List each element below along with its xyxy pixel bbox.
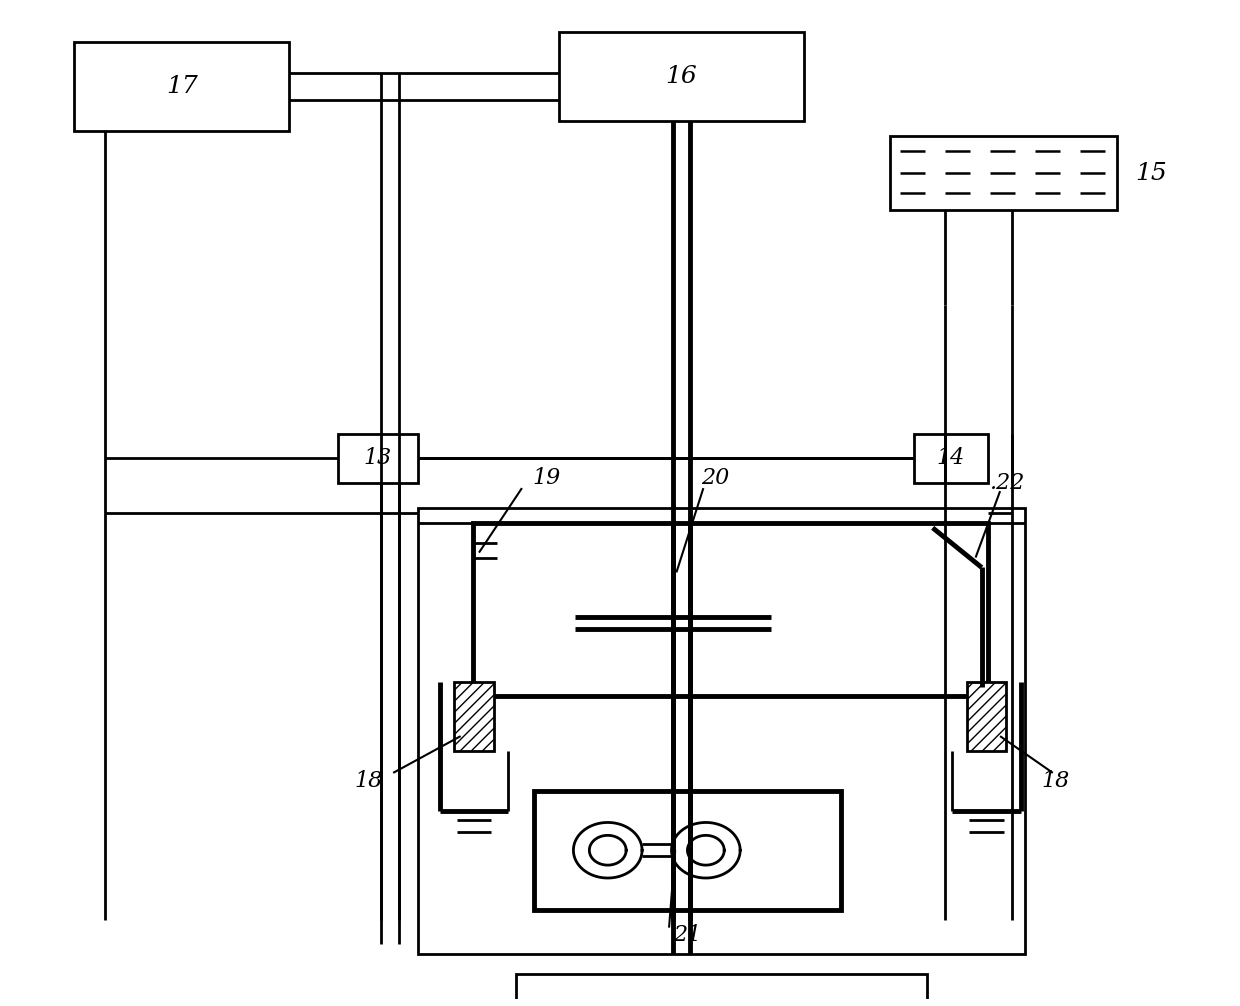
Text: 18: 18 bbox=[1042, 770, 1069, 792]
Bar bbox=[914, 434, 988, 483]
Bar bbox=[890, 136, 1116, 210]
Bar bbox=[74, 41, 289, 131]
Bar bbox=[418, 508, 1024, 955]
Bar bbox=[472, 523, 988, 696]
Text: 13: 13 bbox=[363, 448, 392, 470]
Text: .22: .22 bbox=[988, 472, 1024, 494]
Bar bbox=[967, 682, 1006, 751]
Text: 15: 15 bbox=[1135, 162, 1167, 185]
Bar bbox=[534, 791, 841, 909]
Text: 14: 14 bbox=[937, 448, 965, 470]
Text: 20: 20 bbox=[702, 467, 730, 489]
Bar bbox=[559, 32, 804, 121]
Bar bbox=[455, 682, 494, 751]
Text: 21: 21 bbox=[673, 924, 702, 946]
Bar bbox=[516, 974, 926, 1006]
Bar bbox=[339, 434, 418, 483]
Text: 16: 16 bbox=[666, 65, 697, 88]
Text: 17: 17 bbox=[166, 74, 197, 98]
Text: 19: 19 bbox=[532, 467, 560, 489]
Text: 18: 18 bbox=[355, 770, 383, 792]
